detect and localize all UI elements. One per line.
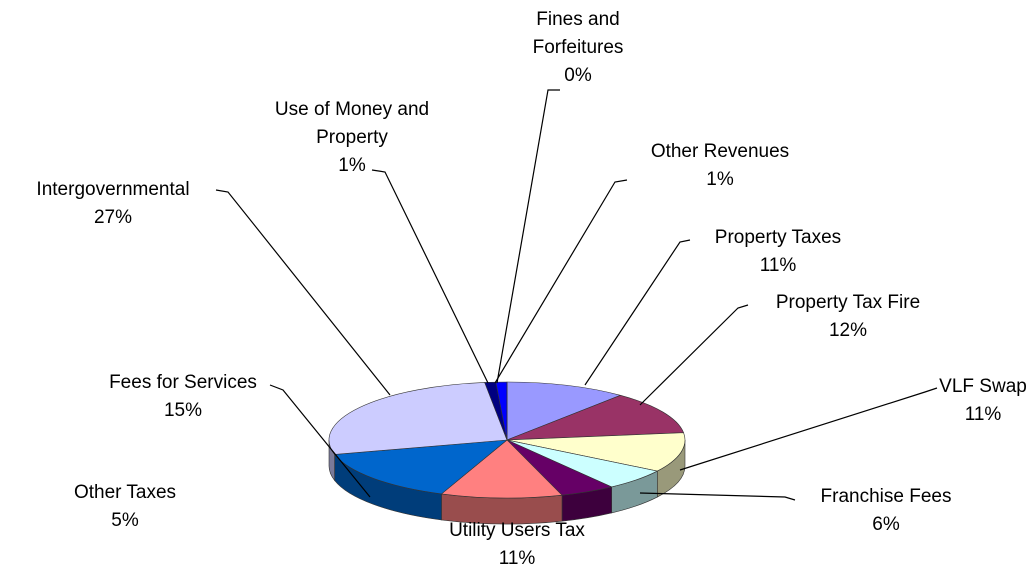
slice-label: Franchise Fees 6% — [786, 483, 986, 539]
leader-line — [371, 169, 489, 384]
slice-value: 1% — [706, 169, 734, 190]
leader-line — [496, 89, 560, 384]
slice-name: Franchise Fees — [820, 486, 952, 507]
slice-name: Other Revenues — [650, 141, 790, 162]
slice-label: Utility Users Tax 11% — [417, 517, 617, 573]
slice-label: Fines and Forfeitures 0% — [508, 6, 648, 90]
leader-line — [494, 179, 628, 384]
leader-line — [269, 384, 371, 498]
slice-name: Property Tax Fire — [775, 292, 921, 313]
leader-line — [584, 239, 691, 386]
leader-line — [215, 189, 391, 396]
pie-slice — [506, 381, 622, 441]
slice-value: 27% — [93, 207, 133, 228]
slice-label: Use of Money and Property 1% — [242, 96, 462, 180]
slice-name: Fines and Forfeitures — [532, 9, 624, 58]
slice-value: 11% — [498, 548, 536, 569]
slice-name: Fees for Services — [109, 372, 257, 393]
slice-value: 11% — [759, 255, 797, 276]
slice-value: 6% — [872, 514, 900, 535]
leader-line — [679, 387, 938, 471]
slice-label: Property Taxes 11% — [678, 224, 878, 280]
slice-label: Property Tax Fire 12% — [738, 289, 958, 345]
slice-value: 11% — [964, 404, 1002, 425]
slice-name: Utility Users Tax — [449, 520, 585, 541]
slice-name: Use of Money and Property — [274, 99, 430, 148]
leader-line — [639, 304, 749, 406]
slice-label: VLF Swap 11% — [933, 373, 1033, 429]
slice-label: Fees for Services 15% — [83, 369, 283, 425]
slice-label: Other Revenues 1% — [620, 138, 820, 194]
pie-slice — [506, 432, 686, 472]
slice-value: 15% — [163, 400, 203, 421]
slice-name: Other Taxes — [73, 482, 177, 503]
pie-slice — [440, 439, 563, 499]
slice-value: 0% — [564, 65, 592, 86]
slice-label: Other Taxes 5% — [35, 479, 215, 535]
pie-slice — [328, 382, 508, 455]
slice-name: Property Taxes — [714, 227, 842, 248]
slice-name: VLF Swap — [939, 376, 1027, 397]
slice-value: 1% — [338, 155, 366, 176]
slice-label: Intergovernmental 27% — [3, 176, 223, 232]
slice-value: 5% — [111, 510, 139, 531]
pie-slice — [506, 394, 685, 441]
leader-line — [639, 492, 796, 501]
slice-name: Intergovernmental — [36, 179, 190, 200]
slice-value: 12% — [828, 320, 868, 341]
